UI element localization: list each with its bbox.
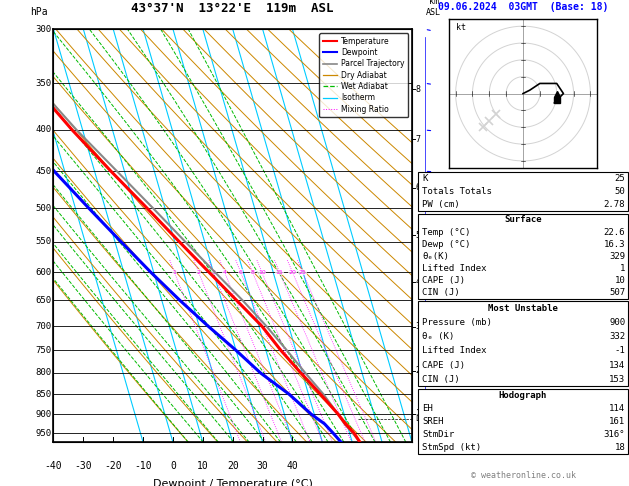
- Text: © weatheronline.co.uk: © weatheronline.co.uk: [470, 471, 576, 480]
- Text: 350: 350: [36, 79, 52, 87]
- Text: 4: 4: [223, 270, 226, 275]
- Text: 300: 300: [36, 25, 52, 34]
- Text: 15: 15: [276, 270, 283, 275]
- Text: 10: 10: [615, 276, 625, 285]
- Text: 25: 25: [299, 270, 306, 275]
- Text: 850: 850: [36, 390, 52, 399]
- Text: 6: 6: [416, 183, 421, 192]
- Text: 550: 550: [36, 237, 52, 246]
- Text: -1: -1: [615, 347, 625, 355]
- Text: StmSpd (kt): StmSpd (kt): [422, 443, 481, 452]
- Text: 20: 20: [227, 461, 238, 471]
- Text: 09.06.2024  03GMT  (Base: 18): 09.06.2024 03GMT (Base: 18): [438, 2, 608, 12]
- Text: 950: 950: [36, 429, 52, 438]
- Text: Pressure (mb): Pressure (mb): [422, 318, 492, 327]
- Text: 1: 1: [416, 409, 421, 418]
- Text: kt: kt: [455, 22, 465, 32]
- Text: Lifted Index: Lifted Index: [422, 347, 487, 355]
- Text: 600: 600: [36, 268, 52, 277]
- Text: 800: 800: [36, 368, 52, 378]
- Text: CAPE (J): CAPE (J): [422, 361, 465, 370]
- Text: 329: 329: [609, 252, 625, 261]
- Text: 20: 20: [289, 270, 296, 275]
- Text: Dewpoint / Temperature (°C): Dewpoint / Temperature (°C): [153, 479, 313, 486]
- Text: 10: 10: [258, 270, 265, 275]
- Text: -20: -20: [104, 461, 122, 471]
- Text: 700: 700: [36, 322, 52, 330]
- Text: 900: 900: [36, 410, 52, 419]
- Text: 22.6: 22.6: [604, 227, 625, 237]
- Text: 500: 500: [36, 204, 52, 213]
- Text: 507: 507: [609, 288, 625, 297]
- Text: 400: 400: [36, 125, 52, 135]
- Text: 5: 5: [416, 231, 421, 240]
- Text: CAPE (J): CAPE (J): [422, 276, 465, 285]
- Text: 4: 4: [416, 277, 421, 286]
- Text: 2: 2: [416, 366, 421, 375]
- Text: -40: -40: [45, 461, 62, 471]
- Text: CIN (J): CIN (J): [422, 288, 460, 297]
- Text: 114: 114: [609, 404, 625, 413]
- Text: 316°: 316°: [604, 430, 625, 439]
- Text: 750: 750: [36, 346, 52, 355]
- Text: 18: 18: [615, 443, 625, 452]
- Text: Temp (°C): Temp (°C): [422, 227, 470, 237]
- Text: 134: 134: [609, 361, 625, 370]
- Text: Most Unstable: Most Unstable: [488, 304, 558, 313]
- Text: 3: 3: [211, 270, 216, 275]
- Text: 2: 2: [196, 270, 201, 275]
- Text: PW (cm): PW (cm): [422, 200, 460, 209]
- Text: 50: 50: [615, 187, 625, 196]
- Text: SREH: SREH: [422, 417, 443, 426]
- Text: 900: 900: [609, 318, 625, 327]
- Text: 6: 6: [238, 270, 243, 275]
- Text: Totals Totals: Totals Totals: [422, 187, 492, 196]
- Text: hPa: hPa: [30, 7, 48, 17]
- Text: 332: 332: [609, 332, 625, 341]
- Text: 3: 3: [416, 322, 421, 331]
- Text: -30: -30: [74, 461, 92, 471]
- Text: -10: -10: [134, 461, 152, 471]
- Text: 153: 153: [609, 375, 625, 384]
- Text: K: K: [422, 174, 428, 183]
- Text: Dewp (°C): Dewp (°C): [422, 240, 470, 249]
- Text: θₑ (K): θₑ (K): [422, 332, 454, 341]
- Legend: Temperature, Dewpoint, Parcel Trajectory, Dry Adiabat, Wet Adiabat, Isotherm, Mi: Temperature, Dewpoint, Parcel Trajectory…: [320, 33, 408, 117]
- Text: 161: 161: [609, 417, 625, 426]
- Text: Hodograph: Hodograph: [499, 391, 547, 400]
- Text: 16.3: 16.3: [604, 240, 625, 249]
- Text: 30: 30: [257, 461, 269, 471]
- Text: 450: 450: [36, 167, 52, 176]
- Text: EH: EH: [422, 404, 433, 413]
- Text: 8: 8: [416, 85, 421, 94]
- Text: 25: 25: [615, 174, 625, 183]
- Text: 43°37'N  13°22'E  119m  ASL: 43°37'N 13°22'E 119m ASL: [131, 2, 334, 15]
- Text: 1: 1: [620, 264, 625, 273]
- Text: 40: 40: [287, 461, 298, 471]
- Text: 7: 7: [416, 135, 421, 144]
- Text: LCL: LCL: [416, 415, 430, 423]
- Text: StmDir: StmDir: [422, 430, 454, 439]
- Text: Surface: Surface: [504, 215, 542, 225]
- Text: 0: 0: [170, 461, 176, 471]
- Text: 8: 8: [250, 270, 254, 275]
- Text: 10: 10: [197, 461, 209, 471]
- Text: 1: 1: [172, 270, 176, 275]
- Text: CIN (J): CIN (J): [422, 375, 460, 384]
- Text: 2.78: 2.78: [604, 200, 625, 209]
- Text: Lifted Index: Lifted Index: [422, 264, 487, 273]
- Text: 650: 650: [36, 295, 52, 305]
- Text: km
ASL: km ASL: [426, 0, 441, 17]
- Text: θₑ(K): θₑ(K): [422, 252, 449, 261]
